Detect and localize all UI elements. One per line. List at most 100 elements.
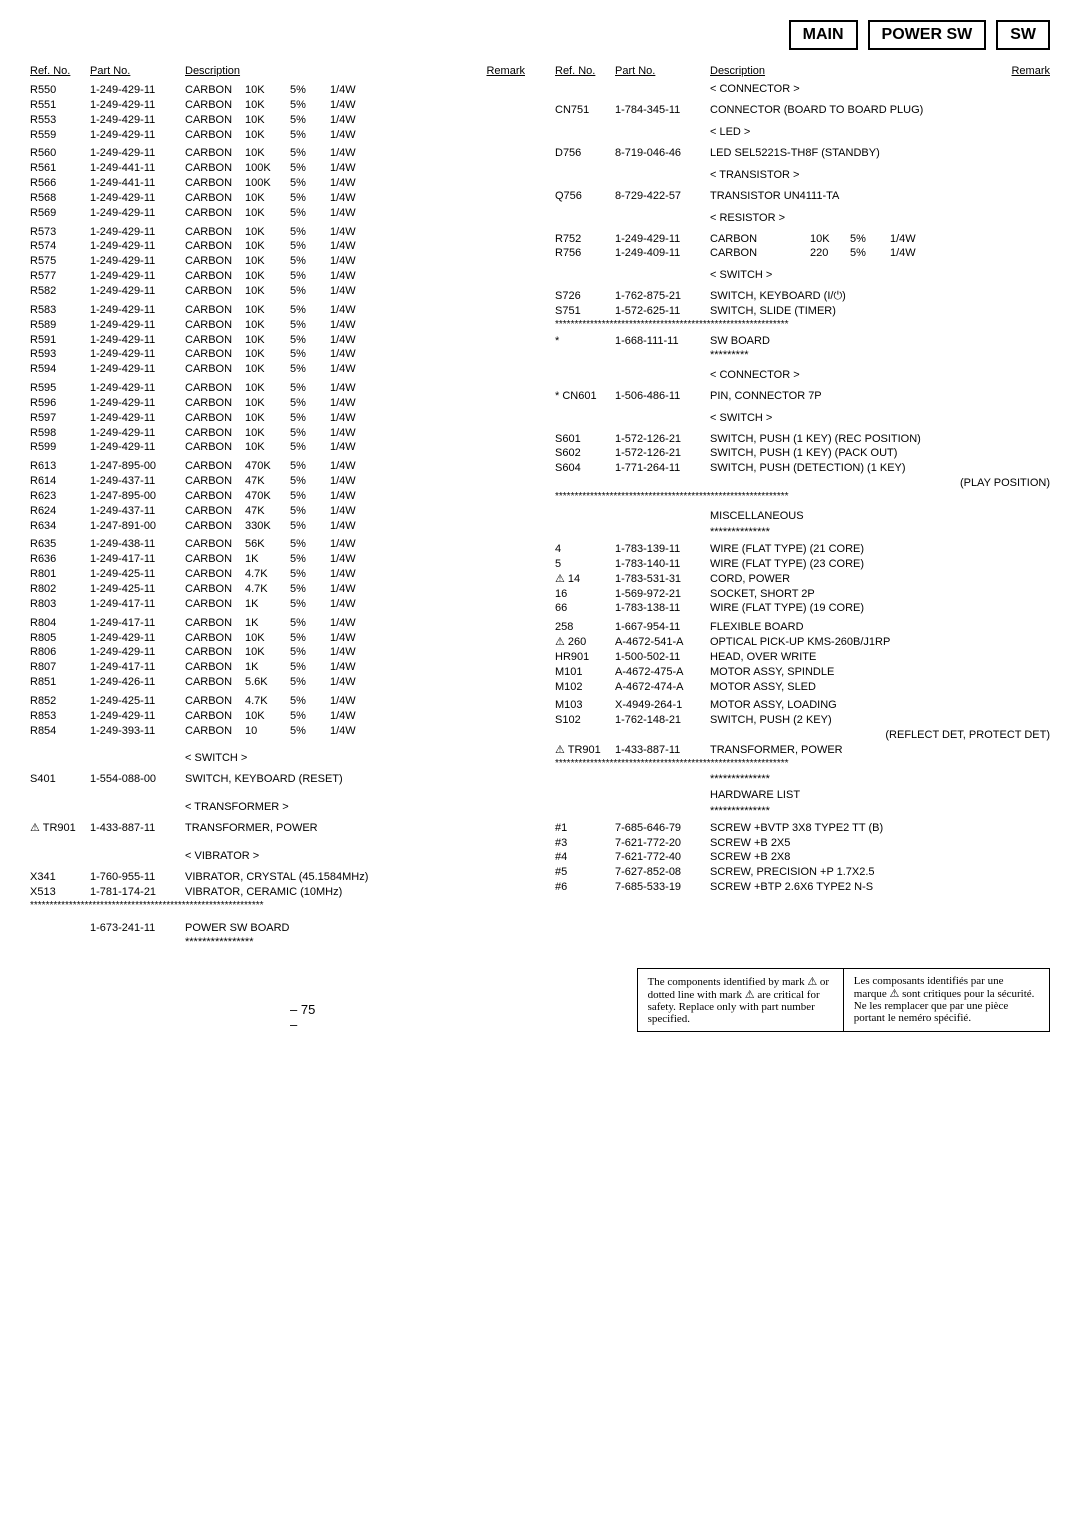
cell: 1-249-429-11 xyxy=(90,411,185,426)
cell: CORD, POWER xyxy=(710,572,1050,587)
cell: CARBON xyxy=(185,176,245,191)
s401-part: 1-554-088-00 xyxy=(90,772,185,787)
cell: R593 xyxy=(30,347,90,362)
table-row: #17-685-646-79SCREW +BVTP 3X8 TYPE2 TT (… xyxy=(555,821,1050,836)
cell: 5% xyxy=(290,459,330,474)
table-row: ⚠ 260A-4672-541-AOPTICAL PICK-UP KMS-260… xyxy=(555,635,1050,650)
cell: CARBON xyxy=(185,567,245,582)
cell: 1K xyxy=(245,597,290,612)
cell: 66 xyxy=(555,601,615,616)
cell: 1-249-429-11 xyxy=(90,303,185,318)
right-hw-stars2: ************** xyxy=(710,805,1050,817)
cell: 1-783-139-11 xyxy=(615,542,710,557)
cell: 1-249-426-11 xyxy=(90,675,185,690)
cell: 10K xyxy=(245,284,290,299)
r756-v1: 220 xyxy=(810,246,850,261)
cell: 1-249-429-11 xyxy=(90,128,185,143)
table-row: R5661-249-441-11CARBON100K5%1/4W xyxy=(30,176,525,191)
s726-part: 1-762-875-21 xyxy=(615,289,710,304)
s602-part: 1-572-126-21 xyxy=(615,446,710,461)
cell: R614 xyxy=(30,474,90,489)
cell: 1-249-417-11 xyxy=(90,616,185,631)
s601-desc: SWITCH, PUSH (1 KEY) (REC POSITION) xyxy=(710,432,1050,447)
cell: 10K xyxy=(245,347,290,362)
table-row: R5601-249-429-11CARBON10K5%1/4W xyxy=(30,146,525,161)
r752-v1: 10K xyxy=(810,232,850,247)
d756-ref: D756 xyxy=(555,146,615,161)
cell: 1-249-429-11 xyxy=(90,333,185,348)
right-switch2-label: < SWITCH > xyxy=(710,412,1050,424)
cell: R636 xyxy=(30,552,90,567)
cell: 1/4W xyxy=(330,440,525,455)
s601-part: 1-572-126-21 xyxy=(615,432,710,447)
cell: SCREW +BTP 2.6X6 TYPE2 N-S xyxy=(710,880,1050,895)
cell: 470K xyxy=(245,489,290,504)
cell: M101 xyxy=(555,665,615,680)
cell: A-4672-474-A xyxy=(615,680,710,695)
cell: 1-249-429-11 xyxy=(90,396,185,411)
cell: 10K xyxy=(245,269,290,284)
cell: CARBON xyxy=(185,474,245,489)
cell: 5% xyxy=(290,631,330,646)
page-number: – 75 – xyxy=(290,1002,317,1032)
hdr-remark: Remark xyxy=(475,65,525,77)
s401-desc: SWITCH, KEYBOARD (RESET) xyxy=(185,772,525,787)
cell: 5% xyxy=(290,269,330,284)
cell: 1-500-502-11 xyxy=(615,650,710,665)
row-x341: X341 1-760-955-11 VIBRATOR, CRYSTAL (45.… xyxy=(30,870,525,885)
cell: A-4672-475-A xyxy=(615,665,710,680)
table-row: #57-627-852-08SCREW, PRECISION +P 1.7X2.… xyxy=(555,865,1050,880)
r756-desc: CARBON xyxy=(710,246,810,261)
s602-desc: SWITCH, PUSH (1 KEY) (PACK OUT) xyxy=(710,446,1050,461)
cell: 5% xyxy=(290,616,330,631)
right-stars-3: ****************************************… xyxy=(555,758,1050,769)
cell: CARBON xyxy=(185,459,245,474)
tr901-desc: TRANSFORMER, POWER xyxy=(185,821,525,836)
cn751-part: 1-784-345-11 xyxy=(615,103,710,118)
swboard-desc: SW BOARD xyxy=(710,334,1050,349)
cell: CARBON xyxy=(185,411,245,426)
cell: 1/4W xyxy=(330,567,525,582)
cell: 1-249-429-11 xyxy=(90,98,185,113)
cell: 1-249-429-11 xyxy=(90,269,185,284)
cell: 1-783-138-11 xyxy=(615,601,710,616)
cell: CARBON xyxy=(185,724,245,739)
cell: CARBON xyxy=(185,396,245,411)
table-row: R8061-249-429-11CARBON10K5%1/4W xyxy=(30,645,525,660)
s604-ref: S604 xyxy=(555,461,615,476)
right-hw-label: HARDWARE LIST xyxy=(710,789,1050,801)
table-row: R6141-249-437-11CARBON47K5%1/4W xyxy=(30,474,525,489)
cell: 5% xyxy=(290,362,330,377)
cell: 1/4W xyxy=(330,83,525,98)
cell: R577 xyxy=(30,269,90,284)
powersw-desc: POWER SW BOARD xyxy=(185,921,525,936)
cell: 10K xyxy=(245,113,290,128)
table-row: M103X-4949-264-1MOTOR ASSY, LOADING xyxy=(555,698,1050,713)
cell: HEAD, OVER WRITE xyxy=(710,650,1050,665)
cell: MOTOR ASSY, SPINDLE xyxy=(710,665,1050,680)
cell: 1-249-438-11 xyxy=(90,537,185,552)
cell: R568 xyxy=(30,191,90,206)
cell: 5% xyxy=(290,396,330,411)
cell: 10K xyxy=(245,440,290,455)
s726-desc: SWITCH, KEYBOARD (I/⏻) xyxy=(710,289,1050,304)
cell: 1-249-429-11 xyxy=(90,191,185,206)
cell: CARBON xyxy=(185,128,245,143)
right-connector-label: < CONNECTOR > xyxy=(710,83,1050,95)
cell: SCREW, PRECISION +P 1.7X2.5 xyxy=(710,865,1050,880)
cell: 1/4W xyxy=(330,362,525,377)
cell: 5% xyxy=(290,537,330,552)
cell: X-4949-264-1 xyxy=(615,698,710,713)
cell: 5% xyxy=(290,176,330,191)
s604-desc: SWITCH, PUSH (DETECTION) (1 KEY) xyxy=(710,461,1050,476)
row-cn751: CN751 1-784-345-11 CONNECTOR (BOARD TO B… xyxy=(555,103,1050,118)
cell: 1K xyxy=(245,616,290,631)
cell: 5% xyxy=(290,98,330,113)
cell: MOTOR ASSY, SLED xyxy=(710,680,1050,695)
cell: CARBON xyxy=(185,709,245,724)
cell: R596 xyxy=(30,396,90,411)
cell: 1-783-140-11 xyxy=(615,557,710,572)
r756-part: 1-249-409-11 xyxy=(615,246,710,261)
cell: 1-762-148-21 xyxy=(615,713,710,728)
cell: CARBON xyxy=(185,113,245,128)
